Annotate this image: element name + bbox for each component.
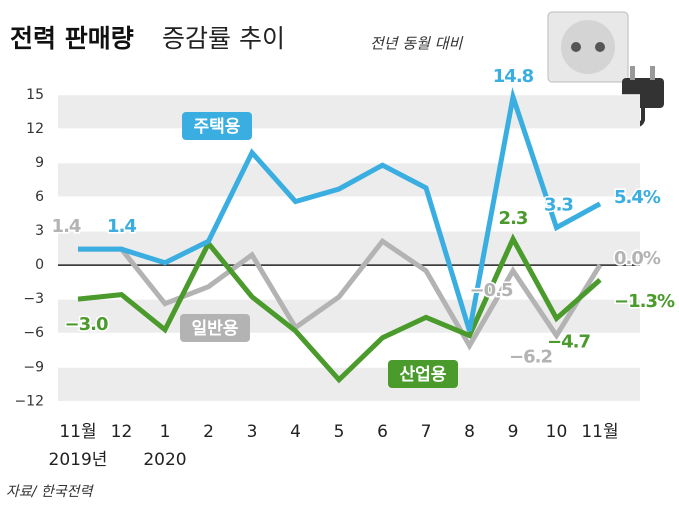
- y-tick-label: −9: [23, 359, 44, 375]
- series-line: [78, 237, 603, 351]
- y-tick-label: 6: [35, 189, 44, 205]
- legend-label: 산업용: [400, 365, 447, 385]
- grid: [58, 94, 640, 402]
- grid-band: [58, 94, 640, 129]
- y-tick-label: −3: [23, 291, 44, 307]
- x-tick-label: 10: [546, 422, 568, 442]
- x-tick-label: 7: [421, 422, 432, 442]
- series-line: [78, 87, 602, 332]
- x-tick-label: 12: [111, 422, 133, 442]
- y-tick-label: 9: [35, 155, 44, 171]
- x-tick-label: 1: [160, 422, 171, 442]
- value-label: 1.4: [107, 216, 136, 237]
- legend-box: [180, 314, 250, 342]
- x-tick-label: 3: [247, 422, 258, 442]
- x-tick-label: 9: [508, 422, 519, 442]
- value-label: 1.4: [52, 216, 81, 237]
- value-label: 0.0%: [614, 248, 661, 269]
- y-tick-label: 15: [26, 87, 44, 103]
- series-line: [77, 233, 602, 384]
- legend-label: 일반용: [192, 319, 239, 339]
- y-tick-label: 12: [26, 121, 44, 137]
- legend-label: 주택용: [194, 117, 241, 137]
- y-tick-label: −12: [14, 393, 44, 409]
- x-tick-label: 2: [203, 422, 214, 442]
- chart-subtitle: 전년 동월 대비: [370, 35, 464, 53]
- value-label: −1.3%: [614, 291, 675, 312]
- legend-box: [388, 360, 458, 388]
- x-tick-label: 11월: [59, 422, 96, 442]
- value-label: −0.5: [470, 280, 513, 301]
- grid-band: [58, 162, 640, 197]
- value-label: −6.2: [509, 346, 552, 367]
- x-tick-label: 6: [377, 422, 388, 442]
- source: 자료/ 한국전력: [6, 484, 94, 500]
- legend-box: [182, 112, 252, 140]
- x-sublabel: 2020: [143, 450, 186, 470]
- value-label: 5.4%: [614, 187, 661, 208]
- value-label: −3.0: [65, 314, 108, 335]
- x-sublabel: 2019년: [49, 450, 108, 470]
- y-tick-label: 3: [35, 223, 44, 239]
- value-label: 2.3: [499, 208, 528, 229]
- x-tick-label: 4: [290, 422, 301, 442]
- chart-title-light: 증감률 추이: [162, 24, 285, 53]
- x-tick-label: 11월: [581, 422, 618, 442]
- x-tick-label: 8: [464, 422, 475, 442]
- y-tick-label: 0: [35, 257, 44, 273]
- value-label: 3.3: [544, 195, 573, 216]
- value-label: 14.8: [493, 66, 534, 87]
- grid-band: [58, 231, 640, 266]
- value-label: −4.7: [547, 331, 590, 352]
- x-tick-label: 5: [334, 422, 345, 442]
- y-tick-label: −6: [23, 325, 44, 341]
- chart-title: 전력 판매량: [10, 24, 134, 53]
